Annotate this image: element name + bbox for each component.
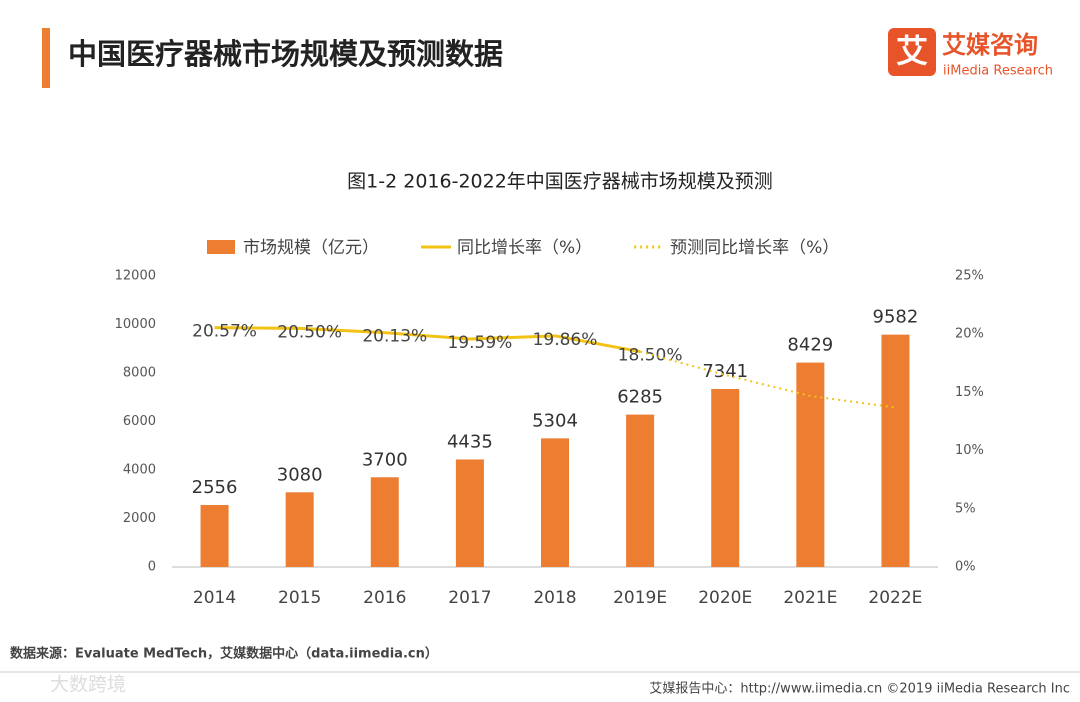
- logo-sub: iiMedia Research: [943, 64, 1053, 79]
- source: 数据来源：Evaluate MedTech，艾媒数据中心（data.iimedi…: [10, 646, 438, 662]
- watermark: 大数跨境: [50, 674, 126, 696]
- chart-title: 图1-2 2016-2022年中国医疗器械市场规模及预测: [347, 171, 773, 193]
- y2-tick-label: 25%: [955, 269, 984, 284]
- x-tick-label: 2021E: [783, 588, 837, 608]
- bar-value-label: 3700: [362, 449, 408, 470]
- bar-value-label: 4435: [447, 431, 493, 452]
- x-tick-label: 2017: [448, 588, 491, 608]
- bar: [881, 334, 910, 567]
- legend-label: 预测同比增长率（%）: [670, 238, 839, 258]
- legend-label: 同比增长率（%）: [457, 238, 592, 258]
- line-value-label: 18.50%: [618, 346, 683, 366]
- x-tick-label: 2018: [533, 588, 576, 608]
- bar: [370, 477, 399, 567]
- legend-swatch: [207, 240, 235, 254]
- bar: [626, 414, 655, 567]
- footer-credit: 艾媒报告中心：http://www.iimedia.cn ©2019 iiMed…: [649, 682, 1070, 697]
- x-tick-label: 2016: [363, 588, 406, 608]
- x-tick-label: 2015: [278, 588, 321, 608]
- bar-value-label: 9582: [873, 307, 919, 328]
- bar: [200, 505, 229, 567]
- bar: [541, 438, 569, 567]
- y2-tick-label: 20%: [955, 327, 984, 342]
- y-tick-label: 4000: [123, 463, 156, 478]
- logo-box: [888, 28, 936, 76]
- legend-label: 市场规模（亿元）: [243, 238, 379, 258]
- line: [214, 326, 641, 354]
- bar: [796, 362, 825, 567]
- bar-value-label: 5304: [532, 410, 578, 431]
- line-value-label: 20.50%: [277, 322, 342, 342]
- line-value-label: 19.59%: [447, 333, 512, 353]
- y-tick-label: 6000: [123, 414, 156, 429]
- y-tick-label: 2000: [123, 511, 156, 526]
- y2-tick-label: 0%: [955, 560, 976, 575]
- x-tick-label: 2020E: [698, 588, 752, 608]
- y-tick-label: 0: [148, 560, 156, 575]
- line: [639, 350, 896, 409]
- y-tick-label: 10000: [115, 317, 156, 332]
- bar-value-label: 6285: [617, 387, 663, 408]
- bar: [455, 459, 484, 567]
- bar-value-label: 8429: [787, 335, 833, 356]
- x-tick-label: 2019E: [613, 588, 667, 608]
- logo-mark: 艾: [896, 32, 928, 70]
- line-value-label: 20.13%: [362, 327, 427, 347]
- y2-tick-label: 15%: [955, 385, 984, 400]
- bar: [711, 388, 740, 567]
- y2-tick-label: 10%: [955, 443, 984, 458]
- y-tick-label: 8000: [123, 366, 156, 381]
- line-value-label: 19.86%: [533, 330, 598, 350]
- page-title: 中国医疗器械市场规模及预测数据: [68, 37, 503, 71]
- logo-name: 艾媒咨询: [942, 31, 1038, 59]
- bar-value-label: 2556: [192, 477, 238, 498]
- line-value-label: 20.57%: [192, 322, 257, 342]
- title-accent: [42, 28, 50, 88]
- x-tick-label: 2022E: [868, 588, 922, 608]
- bar-value-label: 7341: [702, 361, 748, 382]
- bar: [285, 492, 314, 567]
- y2-tick-label: 5%: [955, 501, 976, 516]
- y-tick-label: 12000: [115, 269, 156, 284]
- x-tick-label: 2014: [193, 588, 236, 608]
- bar-value-label: 3080: [277, 464, 323, 485]
